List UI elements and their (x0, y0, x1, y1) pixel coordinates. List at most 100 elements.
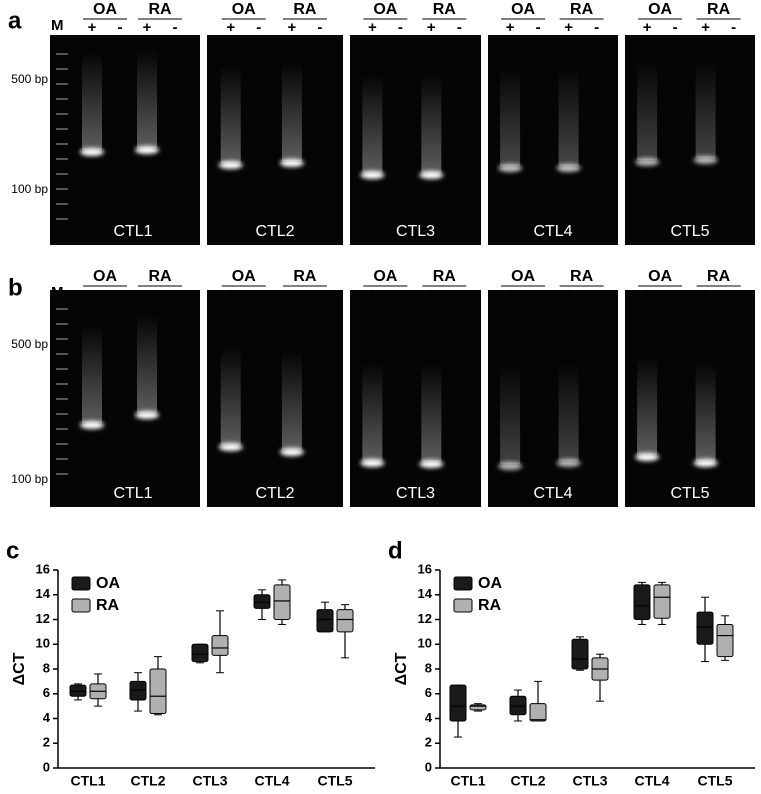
x-tick-label: CTL5 (698, 773, 733, 789)
group-label: RA (707, 1, 731, 18)
sign-label: - (673, 286, 678, 303)
lane-label: CTL2 (255, 485, 294, 502)
sign-label: + (143, 286, 152, 303)
sign-label: - (256, 286, 261, 303)
lane-label: CTL5 (670, 485, 709, 502)
ladder-band (56, 323, 68, 325)
group-label: RA (707, 268, 731, 285)
gel-band (419, 171, 444, 179)
gel-band (279, 159, 304, 167)
sign-label: + (564, 19, 573, 36)
y-tick-label: 2 (43, 735, 50, 750)
ladder-band (56, 128, 68, 130)
box (316, 609, 334, 633)
y-tick-label: 6 (43, 685, 50, 700)
sign-label: + (143, 19, 152, 36)
ladder-band (56, 458, 68, 460)
sign-label: - (731, 286, 736, 303)
group-label: RA (570, 268, 594, 285)
sign-label: - (457, 286, 462, 303)
gel-band (556, 164, 581, 172)
gel-band (498, 164, 523, 172)
y-tick-label: 0 (43, 759, 50, 774)
sign-label: + (288, 19, 297, 36)
group-label: RA (148, 268, 172, 285)
group-label: RA (570, 1, 594, 18)
sign-label: - (457, 19, 462, 36)
legend-swatch (453, 598, 473, 613)
legend-label: RA (96, 597, 120, 614)
lane-label: CTL1 (113, 223, 152, 240)
ladder-band (56, 338, 68, 340)
sign-label: + (506, 286, 515, 303)
box (633, 584, 651, 620)
lane-label: CTL3 (396, 223, 435, 240)
y-tick-label: 10 (36, 636, 50, 651)
sign-label: + (643, 286, 652, 303)
band-smear (281, 63, 302, 161)
panel-letter: d (388, 537, 403, 564)
box (273, 584, 291, 620)
gel-image (50, 35, 200, 245)
group-label: OA (648, 268, 672, 285)
lane-label: CTL4 (533, 223, 572, 240)
box (69, 684, 87, 697)
band-smear (558, 363, 579, 461)
x-tick-label: CTL4 (255, 773, 290, 789)
y-tick-label: 6 (425, 685, 432, 700)
x-tick-label: CTL4 (635, 773, 670, 789)
ladder-band (56, 53, 68, 55)
x-tick-label: CTL3 (193, 773, 228, 789)
lane-label: CTL3 (396, 485, 435, 502)
legend-swatch (71, 598, 91, 613)
ladder-band (56, 443, 68, 445)
x-tick-label: CTL1 (451, 773, 486, 789)
sign-label: + (701, 286, 710, 303)
legend-swatch (453, 576, 473, 591)
box (149, 668, 167, 715)
box (529, 703, 547, 722)
sign-label: - (256, 19, 261, 36)
ladder-band (56, 218, 68, 220)
gel-band (419, 460, 444, 468)
band-smear (695, 60, 716, 158)
ladder-band (56, 143, 68, 145)
ladder-band (56, 173, 68, 175)
sign-label: - (118, 286, 123, 303)
sign-label: - (594, 19, 599, 36)
sign-label: + (564, 286, 573, 303)
y-tick-label: 8 (43, 660, 50, 675)
group-label: OA (232, 1, 256, 18)
sign-label: - (536, 286, 541, 303)
group-label: OA (648, 1, 672, 18)
band-smear (695, 363, 716, 461)
band-smear (220, 65, 241, 163)
box (696, 611, 714, 645)
marker-label: M (51, 17, 64, 34)
ladder-label: 500 bp (11, 337, 48, 351)
x-tick-label: CTL5 (318, 773, 353, 789)
legend-label: RA (478, 597, 502, 614)
legend-swatch (71, 576, 91, 591)
lane-label: CTL2 (255, 223, 294, 240)
gel-band (80, 421, 104, 429)
box (449, 684, 467, 722)
gel-band (80, 148, 104, 156)
sign-label: - (173, 19, 178, 36)
ladder-label: 100 bp (11, 472, 48, 486)
y-tick-label: 16 (36, 561, 50, 576)
sign-label: + (368, 286, 377, 303)
band-smear (421, 75, 442, 173)
group-label: OA (373, 268, 397, 285)
y-tick-label: 8 (425, 660, 432, 675)
gel-band (693, 459, 718, 467)
x-tick-label: CTL3 (573, 773, 608, 789)
x-tick-label: CTL2 (131, 773, 166, 789)
y-tick-label: 2 (425, 735, 432, 750)
ladder-band (56, 398, 68, 400)
ladder-band (56, 368, 68, 370)
sign-label: + (88, 286, 97, 303)
sign-label: - (673, 19, 678, 36)
group-label: RA (433, 268, 457, 285)
